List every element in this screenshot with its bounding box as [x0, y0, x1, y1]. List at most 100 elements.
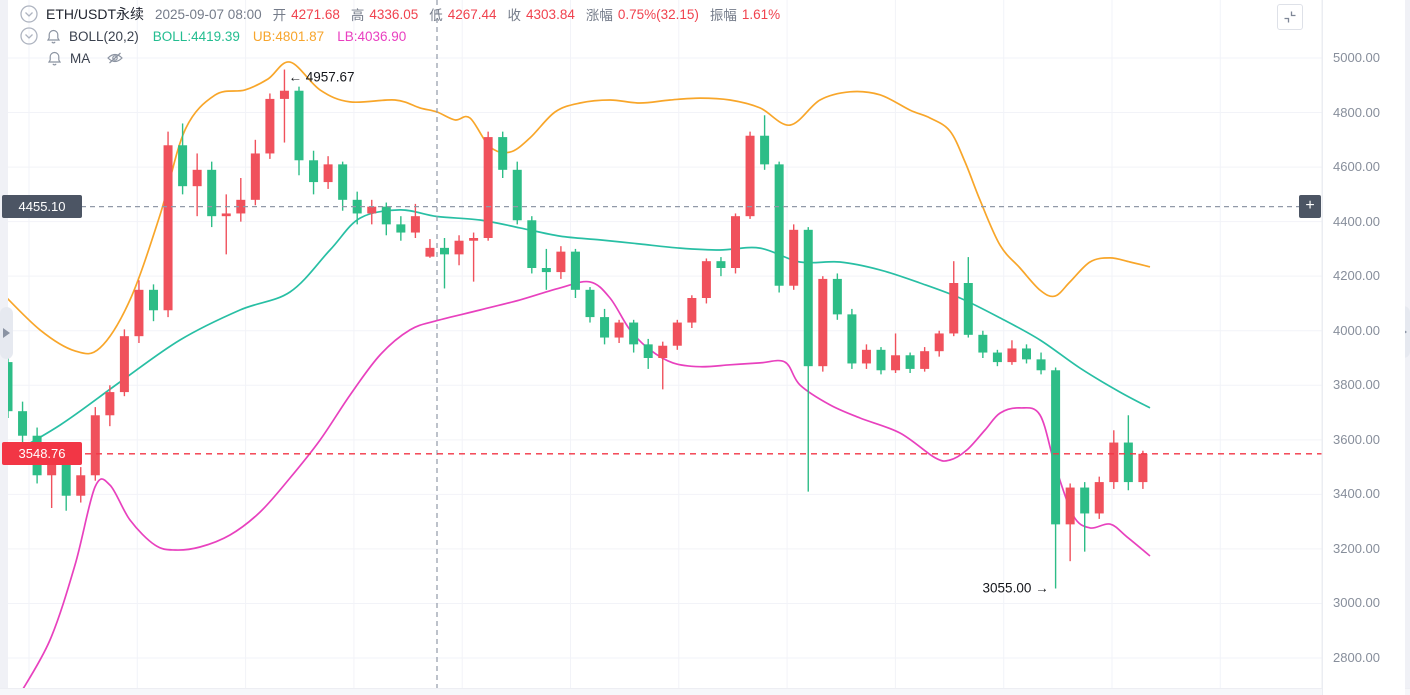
candle-body	[934, 333, 944, 352]
candle-body	[105, 392, 115, 416]
alert-bell-icon[interactable]	[46, 29, 61, 44]
price-tick-label: 5000.00	[1333, 50, 1380, 65]
symbol-name[interactable]: ETH/USDT永续	[46, 6, 144, 22]
boll-upper-band-line	[0, 61, 1151, 355]
price-tick-label: 3200.00	[1333, 540, 1380, 556]
indicator-name[interactable]: BOLL(20,2)	[69, 28, 139, 44]
candle-body	[556, 251, 566, 273]
candle-body	[236, 199, 246, 214]
candle-body	[134, 289, 144, 337]
candle-body	[440, 247, 449, 255]
chart-header: ETH/USDT永续 2025-09-07 08:00 开 4271.68 高 43…	[20, 4, 791, 70]
candle-body	[1109, 442, 1119, 483]
amplitude-label: 振幅	[709, 8, 737, 23]
boll-indicator-row: BOLL(20,2) BOLL:4419.39 UB:4801.87 LB:40…	[20, 26, 791, 46]
last-price-badge: 3548.76	[2, 442, 82, 466]
candle-body	[643, 344, 653, 358]
candle-body	[745, 135, 755, 217]
candle-body	[396, 224, 406, 233]
candle-body	[847, 314, 857, 364]
close-value: 4303.84	[526, 6, 575, 22]
candle-body	[672, 322, 682, 346]
crosshair-price-badge: 4455.10	[2, 195, 82, 219]
alert-bell-icon[interactable]	[47, 51, 62, 66]
candle-body	[1138, 453, 1148, 483]
candle-body	[265, 98, 275, 154]
price-axis[interactable]: 5000.00 4800.00 4600.00 4400.00 4200.00 4000.…	[1322, 0, 1405, 695]
candle-body	[250, 153, 260, 200]
candle-body	[1036, 359, 1046, 371]
price-tick-label: 4000.00	[1333, 322, 1380, 338]
collapse-corners-icon	[1284, 11, 1296, 23]
candle-body	[309, 160, 319, 183]
candle-body	[323, 164, 333, 183]
low-price-annotation: 3055.00 →	[983, 580, 1049, 595]
candle-body	[294, 90, 304, 161]
candle-body	[905, 355, 915, 369]
candle-body	[512, 169, 522, 221]
candle-body	[454, 240, 464, 255]
candle-body	[410, 216, 420, 233]
amplitude-value: 1.61%	[741, 6, 781, 22]
boll-lower-value: LB:4036.90	[337, 28, 407, 44]
candle-body	[367, 206, 377, 214]
candle-body	[600, 317, 610, 338]
candle-body	[541, 268, 551, 273]
candle-body	[61, 461, 71, 496]
eye-off-icon[interactable]	[106, 50, 124, 66]
candle-body	[469, 238, 479, 241]
candle-body	[585, 289, 595, 318]
candle-body	[876, 349, 886, 371]
price-tick-label: 4400.00	[1333, 213, 1380, 229]
candle-body	[425, 247, 435, 257]
ma-indicator-row: MA	[20, 48, 791, 68]
candle-body	[1123, 442, 1133, 483]
collapse-circle-icon[interactable]	[20, 5, 38, 23]
candle-body	[789, 229, 799, 286]
candle-body	[818, 278, 828, 367]
candle-body	[701, 261, 711, 298]
candle-body	[352, 199, 362, 214]
candle-body	[1080, 487, 1090, 514]
candle-body	[76, 475, 86, 496]
candle-body	[716, 261, 726, 268]
candle-body	[178, 145, 188, 187]
open-value: 4271.68	[291, 6, 340, 22]
candle-body	[279, 90, 289, 99]
ma-indicator-name[interactable]: MA	[70, 50, 91, 66]
candle-body	[687, 298, 697, 323]
price-tick-label: 3600.00	[1333, 431, 1380, 447]
candle-body	[760, 135, 770, 165]
candle-body	[1094, 482, 1104, 514]
candle-body	[18, 411, 28, 436]
change-label: 涨幅	[585, 8, 613, 23]
candle-body	[527, 220, 537, 268]
symbol-row: ETH/USDT永续 2025-09-07 08:00 开 4271.68 高 43…	[20, 4, 791, 24]
change-value: 0.75%(32.15)	[617, 6, 699, 22]
low-label: 低	[429, 8, 443, 23]
candle-body	[992, 352, 1002, 363]
candle-body	[1007, 348, 1017, 363]
collapse-circle-icon[interactable]	[20, 27, 38, 45]
price-tick-label: 4600.00	[1333, 159, 1380, 175]
candle-body	[483, 137, 493, 238]
price-tick-label: 4800.00	[1333, 104, 1380, 120]
candle-body	[731, 216, 740, 268]
candle-body	[47, 461, 57, 476]
chevron-right-icon	[3, 328, 10, 338]
open-label: 开	[272, 8, 287, 23]
candle-body	[338, 164, 348, 200]
price-tick-label: 3400.00	[1333, 486, 1380, 502]
candle-body	[949, 283, 959, 334]
candle-body	[1022, 348, 1031, 360]
crosshair-add-button[interactable]: +	[1299, 195, 1321, 219]
candle-body	[3, 362, 13, 412]
price-tick-label: 3800.00	[1333, 377, 1380, 393]
candle-body	[119, 336, 129, 393]
left-panel-expand-handle[interactable]	[0, 307, 13, 359]
time-axis-strip[interactable]	[0, 688, 1410, 695]
collapse-chart-button[interactable]	[1277, 4, 1303, 30]
high-price-annotation: ← 4957.67	[288, 70, 354, 85]
